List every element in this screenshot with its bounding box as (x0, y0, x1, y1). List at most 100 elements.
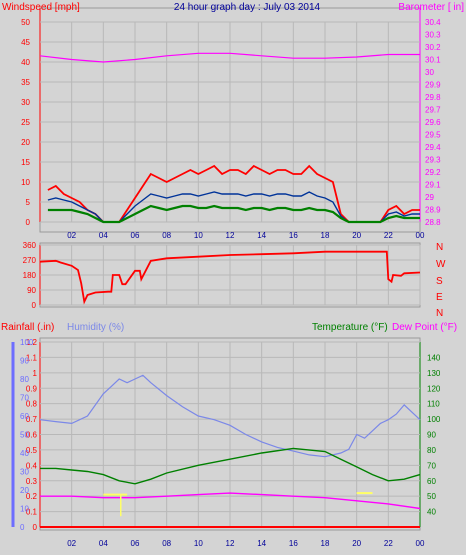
baro-tick-28.8: 28.8 (425, 218, 441, 227)
dewpoint-axis-title: Dew Point (°F) (392, 322, 457, 333)
rain-tick-0.5: 0.5 (26, 446, 38, 455)
humidity-tick-20: 20 (20, 486, 29, 495)
baro-tick-28.9: 28.9 (425, 206, 441, 215)
x-tick-p3-20: 20 (352, 539, 361, 548)
temp-tick-80: 80 (427, 446, 436, 455)
baro-tick-29.2: 29.2 (425, 168, 441, 177)
wind-tick-20: 20 (21, 138, 30, 147)
temp-tick-100: 100 (427, 415, 441, 424)
x-tick-p3-10: 10 (194, 539, 203, 548)
temp-tick-90: 90 (427, 431, 436, 440)
x-tick-p3-02: 02 (67, 539, 76, 548)
rain-tick-0.2: 0.2 (26, 492, 38, 501)
temp-tick-50: 50 (427, 492, 436, 501)
x-tick-p1-18: 18 (321, 231, 330, 240)
baro-tick-29.9: 29.9 (425, 81, 441, 90)
x-tick-p1-06: 06 (131, 231, 140, 240)
temperature-axis-title: Temperature (°F) (312, 322, 388, 333)
x-tick-p3-04: 04 (99, 539, 108, 548)
humidity-tick-60: 60 (20, 412, 29, 421)
wind-average-line (47, 204, 420, 224)
humidity-tick-70: 70 (20, 394, 29, 403)
baro-tick-30.4: 30.4 (425, 18, 441, 27)
humidity-tick-0: 0 (20, 523, 25, 532)
rain-tick-0.7: 0.7 (26, 415, 38, 424)
rain-tick-1.1: 1.1 (26, 353, 38, 362)
baro-tick-30: 30 (425, 68, 434, 77)
humidity-axis-title: Humidity (%) (67, 322, 124, 333)
barometer-line (39, 52, 420, 63)
compass-n-bottom: N (436, 308, 443, 319)
wind-axis-title: Windspeed [mph] (2, 2, 80, 13)
x-tick-p1-02: 02 (67, 231, 76, 240)
wind-tick-50: 50 (21, 18, 30, 27)
humidity-tick-50: 50 (20, 431, 29, 440)
rain-tick-0.6: 0.6 (26, 431, 38, 440)
x-tick-p1-14: 14 (257, 231, 266, 240)
rainfall-axis-title: Rainfall (.in) (1, 322, 54, 333)
x-tick-p1-10: 10 (194, 231, 203, 240)
x-tick-p3-22: 22 (384, 539, 393, 548)
wind-tick-10: 10 (21, 178, 30, 187)
temp-tick-110: 110 (427, 400, 440, 409)
baro-tick-29.7: 29.7 (425, 106, 441, 115)
rain-tick-0: 0 (33, 523, 38, 532)
humidity-tick-40: 40 (20, 449, 29, 458)
x-tick-p1-22: 22 (384, 231, 393, 240)
baro-tick-30.1: 30.1 (425, 56, 441, 65)
x-tick-p3-08: 08 (162, 539, 171, 548)
wind-tick-25: 25 (21, 118, 30, 127)
baro-tick-29.8: 29.8 (425, 93, 441, 102)
baro-tick-30.3: 30.3 (425, 31, 441, 40)
baro-tick-29.4: 29.4 (425, 143, 441, 152)
temp-tick-60: 60 (427, 477, 436, 486)
rain-tick-0.8: 0.8 (26, 400, 38, 409)
compass-s: S (436, 276, 443, 287)
compass-w: W (436, 259, 446, 270)
temp-tick-120: 120 (427, 384, 441, 393)
wind-tick-5: 5 (26, 198, 31, 207)
x-tick-p3-12: 12 (226, 539, 235, 548)
baro-tick-30.2: 30.2 (425, 43, 441, 52)
wind-tick-40: 40 (21, 58, 30, 67)
humidity-tick-100: 100 (20, 338, 34, 347)
humidity-tick-10: 10 (20, 505, 29, 514)
baro-tick-29.3: 29.3 (425, 156, 441, 165)
chart-title: 24 hour graph day : July 03 2014 (174, 2, 321, 13)
wind-tick-15: 15 (21, 158, 30, 167)
wind-tick-35: 35 (21, 78, 30, 87)
temperature-line (40, 447, 421, 485)
x-tick-p3-18: 18 (321, 539, 330, 548)
barometer-axis-title: Barometer [ in] (398, 2, 464, 13)
rain-tick-1.2: 1.2 (26, 338, 38, 347)
x-tick-p3-06: 06 (131, 539, 140, 548)
x-tick-p1-04: 04 (99, 231, 108, 240)
dewpoint-line (40, 492, 421, 510)
temp-tick-70: 70 (427, 461, 436, 470)
wind-tick-45: 45 (21, 38, 30, 47)
humidity-line (39, 374, 421, 458)
x-tick-p1-12: 12 (226, 231, 235, 240)
dir-tick-90: 90 (27, 286, 36, 295)
humidity-tick-30: 30 (20, 468, 29, 477)
compass-n-top: N (436, 242, 443, 253)
baro-tick-29.1: 29.1 (425, 181, 441, 190)
temp-tick-40: 40 (427, 508, 436, 517)
dir-tick-0: 0 (32, 301, 37, 310)
rain-tick-0.1: 0.1 (26, 508, 38, 517)
rain-tick-1: 1 (33, 369, 38, 378)
x-tick-p1-20: 20 (352, 231, 361, 240)
dir-tick-270: 270 (23, 256, 37, 265)
rain-tick-0.4: 0.4 (26, 461, 38, 470)
x-tick-p1-00: 00 (416, 231, 425, 240)
humidity-tick-80: 80 (20, 375, 29, 384)
baro-tick-29.6: 29.6 (425, 118, 441, 127)
x-tick-p1-16: 16 (289, 231, 298, 240)
wind-tick-0: 0 (26, 218, 31, 227)
x-tick-p3-16: 16 (289, 539, 298, 548)
temp-tick-140: 140 (427, 353, 441, 362)
x-tick-p3-00: 00 (416, 539, 425, 548)
x-tick-p1-08: 08 (162, 231, 171, 240)
